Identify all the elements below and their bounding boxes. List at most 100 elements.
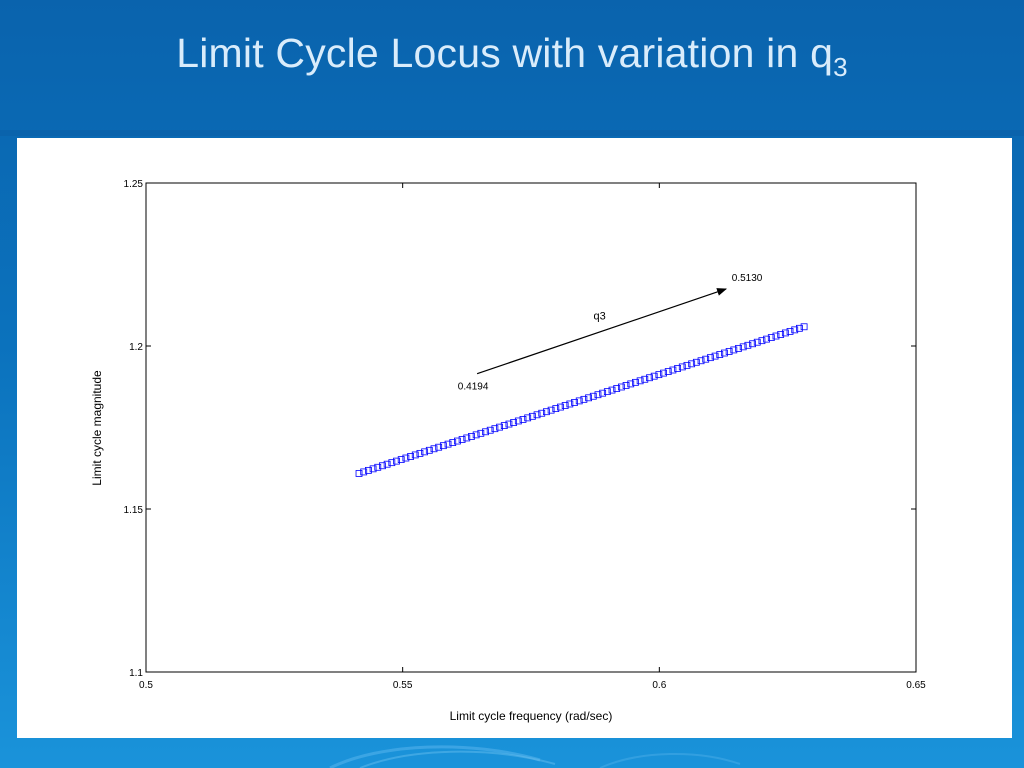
data-point (777, 331, 785, 338)
data-point (772, 332, 780, 340)
data-point (566, 400, 574, 408)
q3-arrow-label: q3 (593, 310, 605, 322)
data-point (496, 423, 503, 431)
data-point (735, 344, 742, 352)
data-point (458, 436, 466, 443)
data-point (561, 402, 569, 409)
y-tick-labels: 1.1 1.15 1.2 1.25 (124, 179, 144, 679)
data-point (575, 397, 583, 405)
data-point (439, 442, 447, 450)
data-point (543, 408, 550, 416)
data-point (636, 377, 644, 385)
data-point (393, 457, 400, 465)
data-point (650, 372, 658, 380)
data-point (632, 378, 639, 386)
data-point (730, 346, 738, 354)
data-point (383, 460, 391, 468)
data-point (791, 326, 799, 334)
data-point (589, 392, 597, 400)
data-point (524, 414, 532, 422)
data-point (758, 337, 766, 345)
data-point (505, 420, 513, 428)
data-point (355, 470, 363, 477)
title-divider (0, 130, 1024, 136)
data-point (463, 434, 471, 442)
data-point (594, 391, 602, 399)
data-point (739, 343, 747, 351)
x-tick-label: 0.6 (652, 680, 666, 691)
data-point (486, 426, 494, 434)
data-point (472, 431, 480, 439)
q3-arrow (476, 288, 728, 375)
axis-ticks (145, 182, 917, 673)
data-point (407, 453, 414, 460)
data-point (379, 462, 386, 470)
data-point (655, 371, 663, 379)
data-point (711, 352, 719, 360)
start-value-label: 0.4194 (458, 382, 489, 393)
data-point (365, 466, 372, 474)
data-point (641, 375, 649, 383)
data-point (454, 437, 461, 445)
slide-title-text: Limit Cycle Locus with variation in q (176, 30, 834, 76)
data-point (557, 403, 564, 411)
chart: 0.5 0.55 0.6 0.65 1.11.151.21.25 q3 0.4194 … (90, 179, 926, 723)
data-point (721, 349, 728, 357)
data-point (416, 449, 424, 457)
end-value-label: 0.5130 (732, 273, 763, 284)
data-point (449, 439, 457, 446)
y-axis-label: Limit cycle magnitude (90, 370, 104, 486)
data-point (402, 454, 410, 462)
x-tick-label: 0.55 (393, 680, 413, 691)
data-point (627, 380, 635, 388)
data-point (683, 361, 691, 369)
x-tick-label: 0.5 (139, 680, 153, 691)
data-point (622, 382, 630, 389)
data-point (716, 351, 724, 358)
data-point (430, 445, 438, 453)
data-point (482, 428, 489, 436)
data-point (397, 456, 405, 463)
data-point (608, 386, 616, 394)
slide-title-subscript: 3 (833, 52, 848, 82)
data-point (411, 451, 419, 459)
y-tick-label: 1.1 (129, 668, 143, 679)
data-point (664, 368, 672, 375)
decorative-swirl (0, 738, 1024, 768)
data-point (781, 329, 789, 337)
data-point (763, 335, 771, 343)
data-point (702, 355, 710, 363)
data-point (538, 409, 546, 417)
data-point (491, 425, 499, 433)
data-point (744, 341, 752, 349)
data-point (477, 429, 485, 437)
data-point (388, 459, 396, 467)
slide-title: Limit Cycle Locus with variation in q3 (0, 30, 1024, 80)
data-point (678, 363, 686, 371)
data-point (599, 389, 607, 397)
data-point (528, 412, 536, 420)
data-point (688, 360, 696, 368)
data-point (369, 465, 377, 473)
data-point (360, 468, 368, 476)
content-panel: 0.5 0.55 0.6 0.65 1.1 1.15 1.2 1.25 q3 0.4194 … (17, 138, 1012, 738)
data-point (786, 327, 794, 335)
data-point (374, 463, 382, 471)
data-point (580, 395, 588, 403)
data-point (749, 340, 756, 348)
data-point (660, 369, 667, 377)
data-point (603, 388, 611, 396)
data-point (692, 358, 700, 366)
series-markers (355, 323, 808, 477)
data-point (571, 399, 578, 406)
data-point (674, 365, 682, 372)
y-tick-label: 1.2 (129, 342, 143, 353)
x-tick-labels: 0.5 0.55 0.6 0.65 (139, 680, 926, 691)
data-point (585, 394, 592, 402)
x-axis-label: Limit cycle frequency (rad/sec) (450, 709, 613, 723)
data-point (617, 383, 625, 391)
data-point (468, 433, 475, 440)
data-point (753, 338, 761, 346)
data-point (706, 354, 714, 362)
data-point (500, 422, 508, 429)
